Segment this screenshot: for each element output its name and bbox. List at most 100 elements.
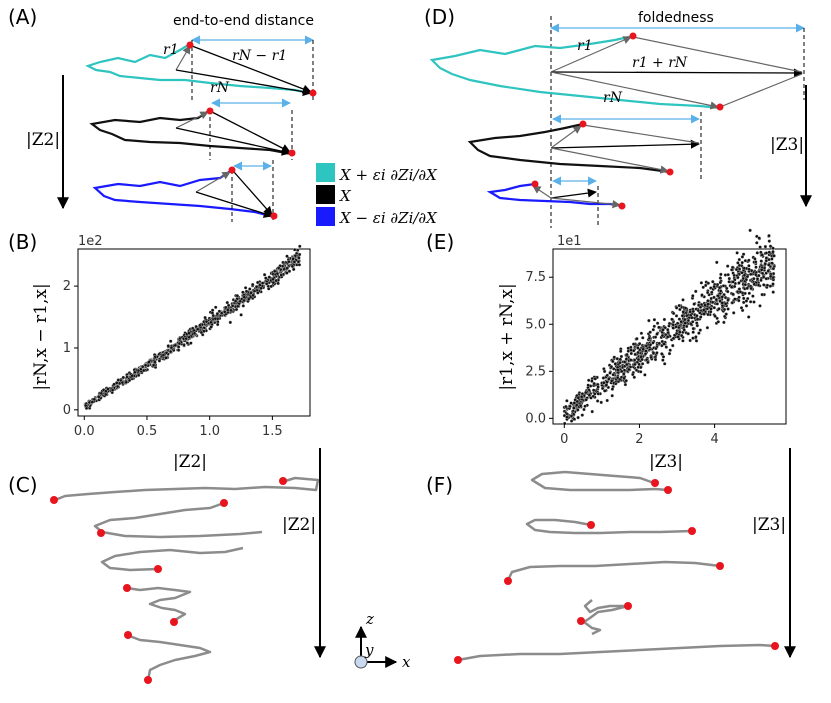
scatter-point [753,260,758,264]
scatter-point [157,359,162,363]
scatter-point [703,303,707,307]
scatter-point [753,257,757,261]
scatter-point [624,357,629,361]
scatter-point [251,293,255,298]
scatter-e-ticks: 0 2 4 0.0 2.5 5.0 7.5 [525,270,718,447]
scatter-point [703,283,708,288]
chain-blue [92,169,276,219]
scatter-point [730,300,735,305]
scatter-point [741,252,746,256]
scatter-point [671,326,675,330]
scatter-point [104,392,108,397]
chain-end-marker [186,41,194,49]
scatter-point [576,396,581,400]
arrow-label-z2-c: |Z2| [282,515,316,535]
scatter-point [764,256,769,260]
scatter-point [661,355,666,359]
scatter-point [618,349,623,354]
scatter-point [609,364,614,369]
scatter-point [641,347,645,352]
legend-label-minus: X − εi ∂Zi/∂X [339,209,438,227]
vector [195,191,273,218]
scatter-point [722,320,726,325]
scatter-point [680,314,685,318]
scatter-point [674,325,678,329]
chain-end-marker [504,577,512,585]
scatter-point [192,328,196,333]
scatter-point [689,322,693,326]
scatter-point [582,407,586,412]
chain-end-marker [279,477,287,485]
scatter-point [242,298,246,303]
chain-end-marker [228,166,236,174]
scatter-point [247,297,251,302]
scatter-point [635,336,639,341]
scatter-point [618,360,622,365]
scatter-point [297,252,302,257]
scatter-point [575,399,580,404]
scatter-point [747,291,752,296]
y-tick-label: 0 [63,403,71,418]
scatter-point [717,285,722,290]
vector [175,127,291,156]
scatter-point [640,362,645,366]
scatter-point [681,310,686,314]
scatter-point [576,415,580,420]
vector-r1 [175,45,191,71]
scatter-point [643,352,648,356]
scatter-point [727,276,732,281]
x-tick-label: 0 [560,432,568,447]
scatter-point [602,381,606,385]
scatter-point [686,331,690,336]
scatter-point [748,272,753,277]
scatter-point [740,260,744,265]
scatter-point [591,394,596,399]
chain-end-marker [288,149,296,157]
scatter-point [259,286,263,291]
chain-end-marker [144,676,152,684]
scatter-point [228,320,233,325]
chain-gray [582,599,630,636]
scatter-point [276,281,280,286]
scatter-point [652,324,657,329]
axes-glyph: z y x [354,610,411,671]
scatter-point [657,341,662,346]
chain-end-marker [579,120,587,128]
scatter-point [674,306,679,310]
chain-end-marker [771,642,779,650]
chain-gray [54,476,320,502]
scatter-point [771,246,775,251]
scatter-e-ylabel: |r1,x + rN,x| [497,283,517,390]
scatter-point [696,308,701,313]
chain-end-marker [154,565,162,573]
scatter-point [677,317,682,321]
chain-end-marker [123,584,131,592]
scatter-point [718,280,723,285]
scatter-point [649,355,653,360]
scatter-point [147,360,151,364]
scatter-point [276,266,281,270]
scatter-point [744,304,749,308]
scatter-point [745,286,749,291]
vector [532,185,552,199]
scatter-point [755,251,760,255]
scatter-point [752,300,756,304]
scatter-point [727,280,731,284]
scatter-point [187,331,191,335]
scatter-point [690,315,694,320]
scatter-b-ylabel: |rN,x − r1,x| [31,283,51,390]
legend-swatch-minus [316,207,335,226]
chain-end-marker [629,32,637,40]
scatter-point [684,313,689,318]
vector-rN [175,69,312,97]
scatter-point [602,389,607,393]
scatter-point [695,317,700,322]
scatter-point [204,319,209,324]
scatter-point [655,332,659,336]
scatter-point [565,415,569,419]
scatter-b-offset: 1e2 [78,234,103,249]
scatter-point [264,276,268,280]
scatter-point [759,278,763,283]
scatter-point [194,324,198,329]
scatter-point [296,260,301,264]
